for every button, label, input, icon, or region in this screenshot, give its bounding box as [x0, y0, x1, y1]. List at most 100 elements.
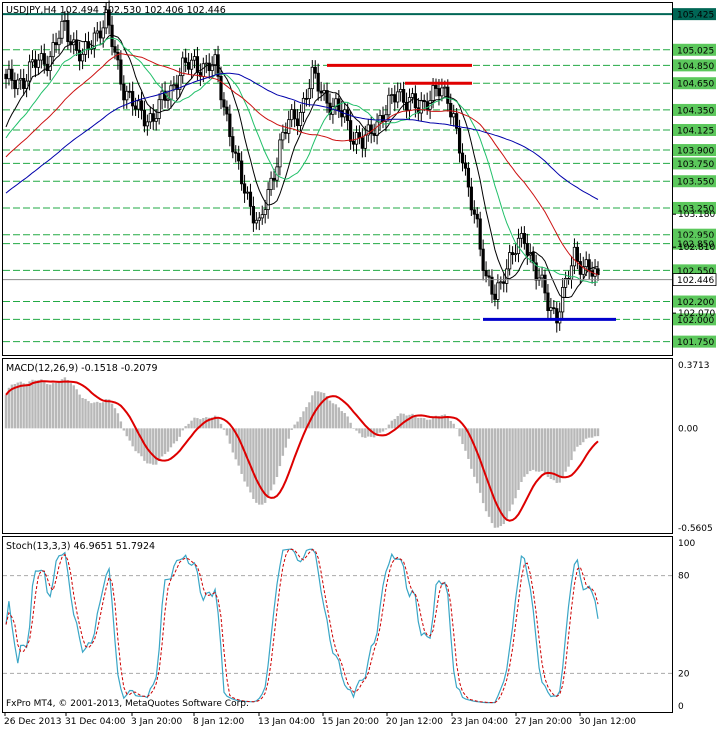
- stoch-panel[interactable]: 100 80 20 0: [3, 539, 695, 712]
- candle: [525, 233, 529, 265]
- candle-body: [201, 63, 205, 77]
- candle-body: [27, 61, 32, 82]
- candle: [466, 162, 471, 197]
- macd-bar: [48, 384, 52, 429]
- candle: [393, 85, 397, 112]
- candle: [369, 116, 373, 144]
- candle-body: [75, 39, 79, 51]
- macd-bar: [349, 422, 352, 429]
- macd-bar: [10, 384, 14, 429]
- candle-body: [487, 275, 491, 278]
- candle-body: [369, 124, 373, 134]
- candle: [157, 93, 161, 125]
- candle-body: [272, 177, 276, 181]
- price-level-label: 104.850: [677, 62, 714, 72]
- candle: [502, 273, 506, 293]
- macd-bar: [169, 428, 173, 448]
- macd-bar: [473, 428, 476, 477]
- candle-body: [319, 90, 323, 94]
- price-level-label: 102.850: [677, 240, 714, 250]
- candle: [410, 87, 415, 104]
- macd-bar: [213, 415, 217, 429]
- macd-bar: [446, 416, 449, 429]
- macd-bar: [417, 418, 420, 429]
- candle-body: [351, 140, 356, 145]
- macd-signal-line: [5, 380, 599, 522]
- macd-bar: [425, 419, 429, 429]
- macd-bar: [278, 428, 282, 467]
- candle-body: [237, 152, 241, 162]
- candle-body: [481, 248, 485, 271]
- macd-bar: [328, 400, 332, 429]
- candle: [225, 100, 229, 122]
- price-panel[interactable]: 105.425 105.025 104.850 104.650 104.350 104.1…: [3, 0, 717, 348]
- candle: [316, 63, 320, 101]
- candle: [558, 302, 562, 331]
- macd-bar: [434, 415, 438, 429]
- candle-body: [564, 278, 568, 288]
- candle-body: [546, 292, 550, 311]
- macd-bar: [355, 428, 358, 431]
- candle: [251, 196, 256, 232]
- macd-bar: [261, 428, 264, 505]
- macd-bar: [137, 428, 140, 454]
- macd-bar: [163, 428, 167, 455]
- candle-body: [572, 246, 577, 267]
- macd-bar: [561, 428, 564, 478]
- candle: [139, 91, 144, 120]
- candle-body: [596, 268, 600, 276]
- candle: [60, 14, 64, 44]
- price-label-box: [673, 8, 716, 21]
- price-scale-label: 102.070: [678, 309, 715, 319]
- candle-body: [340, 110, 344, 118]
- candle-body: [210, 64, 214, 71]
- macd-bar: [464, 428, 467, 451]
- candle-body: [181, 57, 185, 77]
- macd-scale-label: 0.00: [678, 424, 698, 434]
- macd-bar: [390, 420, 394, 429]
- macd-bar: [476, 428, 479, 484]
- stoch-panel-frame: [2, 536, 673, 713]
- macd-bar: [420, 417, 423, 429]
- macd-bar: [249, 428, 252, 493]
- candle-body: [260, 214, 264, 219]
- candle: [257, 212, 261, 231]
- macd-bar: [99, 402, 102, 429]
- macd-bar: [431, 417, 435, 429]
- macd-bar: [104, 399, 108, 429]
- macd-bar: [299, 417, 302, 429]
- macd-bar: [423, 418, 426, 429]
- candle-body: [57, 37, 61, 46]
- price-label-box: [673, 157, 716, 170]
- macd-bar: [193, 417, 196, 429]
- candle-body: [313, 66, 317, 74]
- macd-bar: [269, 428, 273, 491]
- candle-body: [107, 9, 111, 26]
- macd-bar: [60, 379, 64, 429]
- candle: [490, 269, 494, 304]
- macd-bar: [505, 428, 508, 519]
- candle: [86, 31, 91, 59]
- candle: [154, 109, 158, 131]
- candle-body: [63, 20, 67, 22]
- macd-bar: [340, 411, 343, 429]
- stoch-scale-label: 100: [678, 539, 695, 549]
- macd-panel[interactable]: 0.3713 0.00 -0.5605: [4, 361, 713, 534]
- candle: [160, 83, 164, 110]
- macd-bar: [40, 379, 43, 429]
- candle-body: [457, 127, 462, 154]
- candle: [172, 75, 176, 92]
- candle: [33, 50, 38, 78]
- candle: [543, 269, 547, 301]
- candle-body: [496, 282, 500, 300]
- macd-bar: [225, 428, 229, 436]
- x-tick-label: 26 Dec 2013: [4, 717, 62, 727]
- candle: [581, 256, 585, 281]
- candle-body: [413, 93, 417, 109]
- candle-body: [322, 90, 326, 94]
- candle: [19, 69, 23, 90]
- macd-bar: [532, 428, 535, 470]
- macd-bar: [487, 428, 491, 517]
- candle: [572, 238, 577, 275]
